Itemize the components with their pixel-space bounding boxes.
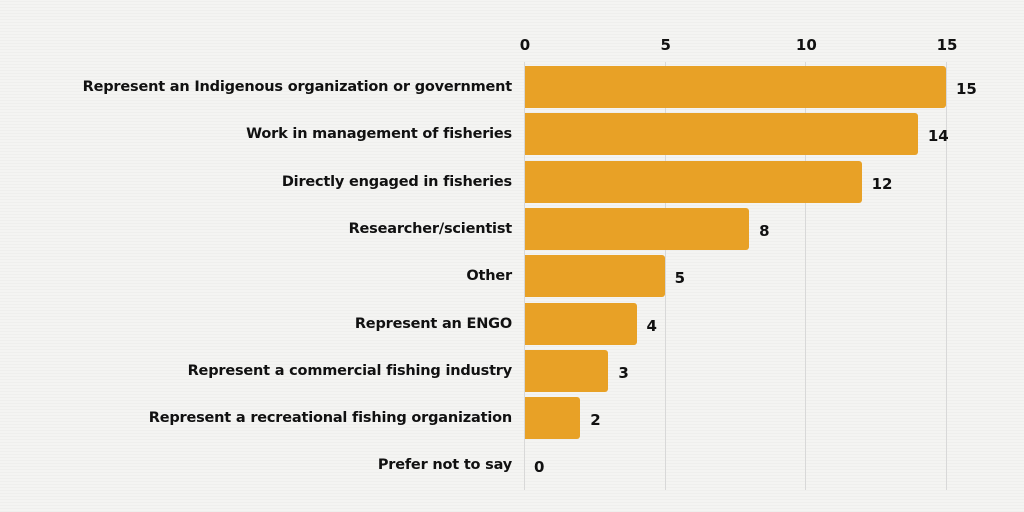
value-label: 4 (646, 316, 657, 335)
category-label: Represent a commercial fishing industry (187, 362, 513, 379)
value-label: 8 (759, 221, 770, 240)
bar (525, 66, 946, 108)
category-label: Represent a recreational fishing organiz… (148, 410, 512, 427)
bar (525, 255, 665, 298)
value-label: 5 (674, 269, 686, 288)
bar (525, 302, 637, 345)
bar-row: Researcher/scientist 8 (0, 207, 1024, 250)
category-label: Represent an Indigenous organization or … (82, 79, 513, 95)
bar (525, 160, 862, 203)
gridline (664, 62, 666, 490)
bar-row: Work in management of fisheries 14 (0, 113, 1024, 156)
gridline (946, 62, 947, 490)
x-tick-label: 10 (795, 36, 817, 54)
value-label: 0 (534, 458, 545, 477)
x-tick-label: 5 (660, 36, 671, 54)
x-tick-label: 15 (936, 36, 958, 54)
bar-row: Represent a commercial fishing industry 3 (0, 349, 1024, 392)
gridline (805, 62, 807, 490)
bar-row: Other 5 (0, 255, 1024, 298)
value-label: 12 (871, 174, 893, 193)
bar-row: Prefer not to say 0 (0, 444, 1024, 486)
category-label: Other (466, 268, 512, 285)
bar-row: Represent a recreational fishing organiz… (0, 397, 1024, 440)
value-label: 2 (590, 411, 601, 430)
bar (525, 349, 609, 392)
bar (525, 397, 581, 440)
category-label: Researcher/scientist (348, 220, 513, 237)
gridline (524, 62, 525, 490)
x-tick-label: 0 (519, 36, 531, 54)
value-label: 15 (956, 80, 977, 98)
category-label: Prefer not to say (377, 457, 512, 474)
bar-row: Directly engaged in fisheries 12 (0, 160, 1024, 203)
value-label: 3 (618, 363, 629, 382)
bar (525, 113, 918, 156)
category-label: Represent an ENGO (354, 315, 512, 332)
category-label: Directly engaged in fisheries (281, 173, 512, 190)
bar-row: Represent an Indigenous organization or … (0, 66, 1024, 108)
value-label: 14 (927, 127, 949, 146)
category-label: Work in management of fisheries (246, 126, 512, 143)
bar-row: Represent an ENGO 4 (0, 302, 1024, 345)
bar (525, 207, 750, 250)
